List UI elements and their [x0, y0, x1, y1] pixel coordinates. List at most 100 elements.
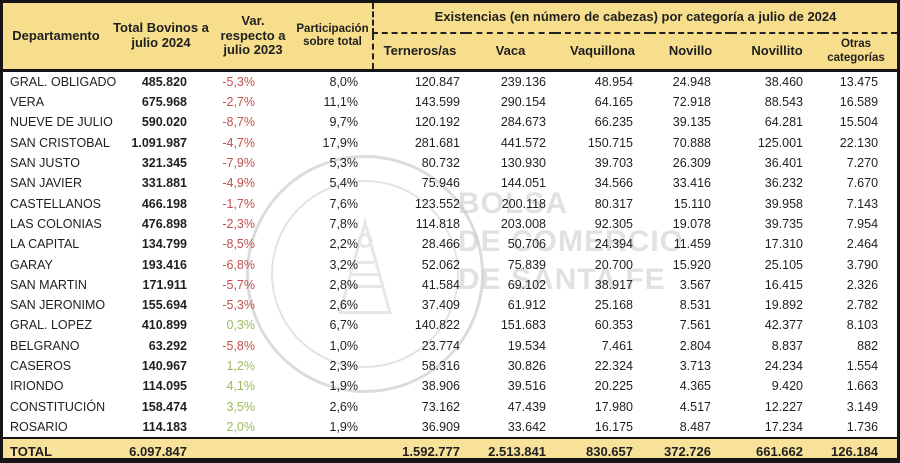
variation-value: 0,3% [226, 318, 256, 333]
total-bovinos-value: 114.183 [142, 419, 188, 434]
table-row: SAN JUSTO 321.345 -7,9% 5,3% 80.732 130.930 39… [3, 153, 897, 173]
category-value: 38.917 [594, 277, 633, 292]
category-value: 8.103 [846, 318, 879, 333]
category-value: 69.102 [507, 277, 546, 292]
participation-value: 2,6% [329, 298, 359, 313]
table-row: SAN CRISTOBAL 1.091.987 -4,7% 17,9% 281.681 4… [3, 133, 897, 153]
col-header-otras-categorias: Otras categorías [823, 33, 897, 72]
category-value: 123.552 [414, 196, 460, 211]
category-value: 7.954 [846, 216, 879, 231]
participation-value: 2,6% [329, 399, 359, 414]
total-bovinos-value: 193.416 [141, 257, 187, 272]
participation-value: 1,9% [329, 419, 359, 434]
table-row: LAS COLONIAS 476.898 -2,3% 7,8% 114.818 203.0… [3, 214, 897, 234]
category-value: 8.837 [771, 338, 803, 353]
category-value: 2.804 [679, 338, 711, 353]
category-value: 61.912 [507, 298, 546, 313]
category-total-value: 126.184 [823, 437, 897, 458]
total-bovinos-value: 485.820 [141, 74, 187, 89]
category-value: 36.232 [764, 176, 803, 191]
variation-value: -2,7% [222, 95, 255, 110]
variation-value: 3,5% [226, 399, 256, 414]
participation-value: 2,2% [329, 237, 359, 252]
category-value: 64.281 [764, 115, 803, 130]
category-value: 20.225 [594, 379, 633, 394]
category-value: 20.700 [594, 257, 633, 272]
department-name: SAN JUSTO [10, 156, 80, 171]
category-value: 15.920 [672, 257, 711, 272]
total-bovinos-value: 331.881 [141, 176, 187, 191]
total-participation-value [293, 437, 373, 458]
category-value: 7.143 [846, 196, 879, 211]
category-value: 50.706 [507, 237, 546, 252]
department-name: CASTELLANOS [10, 196, 102, 211]
participation-value: 5,4% [329, 176, 359, 191]
category-value: 4.365 [679, 379, 711, 394]
table-row: GARAY 193.416 -6,8% 3,2% 52.062 75.839 20.700 1… [3, 255, 897, 275]
category-value: 13.475 [839, 74, 879, 89]
col-header-novillito: Novillito [731, 33, 823, 72]
table-row: CASTELLANOS 466.198 -1,7% 7,6% 123.552 200.11… [3, 194, 897, 214]
department-name: IRIONDO [10, 379, 64, 394]
department-name: VERA [10, 95, 45, 110]
category-value: 36.909 [421, 419, 460, 434]
department-name: ROSARIO [10, 419, 68, 434]
total-row: TOTAL 6.097.847 1.592.777 2.513.841 830.657 3… [3, 437, 897, 458]
category-total-value: 2.513.841 [466, 437, 555, 458]
category-value: 23.774 [421, 338, 460, 353]
category-value: 203.008 [500, 216, 546, 231]
department-name: SAN CRISTOBAL [10, 135, 110, 150]
category-value: 26.309 [672, 156, 711, 171]
category-value: 80.317 [594, 196, 633, 211]
table-row: ROSARIO 114.183 2,0% 1,9% 36.909 33.642 16.175… [3, 417, 897, 438]
category-value: 39.516 [507, 379, 546, 394]
col-header-variacion: Var. respecto a julio 2023 [213, 3, 293, 72]
category-value: 200.118 [501, 196, 546, 211]
category-value: 144.051 [500, 176, 546, 191]
category-value: 72.918 [672, 95, 711, 110]
participation-value: 2,3% [329, 359, 359, 374]
participation-value: 5,3% [329, 156, 359, 171]
category-value: 15.110 [673, 196, 711, 211]
category-value: 73.162 [421, 399, 460, 414]
department-name: GRAL. LOPEZ [10, 318, 92, 333]
category-value: 25.105 [764, 257, 803, 272]
category-value: 39.703 [594, 156, 633, 171]
participation-value: 8,0% [329, 74, 359, 89]
category-value: 1.736 [846, 419, 879, 434]
variation-value: -8,5% [222, 237, 255, 252]
header-row-categories: Terneros/as Vaca Vaquillona Novillo Novillit… [3, 33, 897, 72]
table-row: CONSTITUCIÓN 158.474 3,5% 2,6% 73.162 47.439 1… [3, 397, 897, 417]
category-value: 882 [857, 338, 879, 353]
category-value: 75.946 [421, 176, 460, 191]
category-value: 441.572 [500, 135, 546, 150]
category-value: 281.681 [414, 135, 460, 150]
col-header-terneros: Terneros/as [372, 33, 466, 72]
category-value: 120.847 [414, 74, 460, 89]
table-row: BELGRANO 63.292 -5,8% 1,0% 23.774 19.534 7.461… [3, 336, 897, 356]
total-bovinos-value: 158.474 [141, 399, 187, 414]
total-bovinos-value: 321.345 [141, 156, 187, 171]
bovine-stock-table: Departamento Total Bovinos a julio 2024 … [3, 3, 897, 458]
category-total-value: 830.657 [555, 437, 650, 458]
category-value: 17.234 [764, 419, 803, 434]
participation-value: 1,9% [329, 379, 359, 394]
category-value: 64.165 [594, 95, 633, 110]
category-value: 24.948 [672, 74, 711, 89]
category-value: 290.154 [500, 95, 546, 110]
category-value: 2.326 [846, 277, 879, 292]
total-variation-value [213, 437, 293, 458]
category-value: 130.930 [500, 156, 546, 171]
category-value: 150.715 [587, 135, 633, 150]
category-value: 19.078 [672, 216, 711, 231]
variation-value: -2,3% [222, 216, 255, 231]
category-value: 284.673 [500, 115, 546, 130]
total-bovinos-value: 171.911 [142, 277, 188, 292]
col-header-departamento: Departamento [3, 3, 109, 72]
category-value: 1.663 [846, 379, 879, 394]
total-label: TOTAL [3, 437, 109, 458]
category-value: 22.130 [839, 135, 879, 150]
category-value: 39.135 [672, 115, 711, 130]
total-bovinos-value: 675.968 [141, 95, 187, 110]
